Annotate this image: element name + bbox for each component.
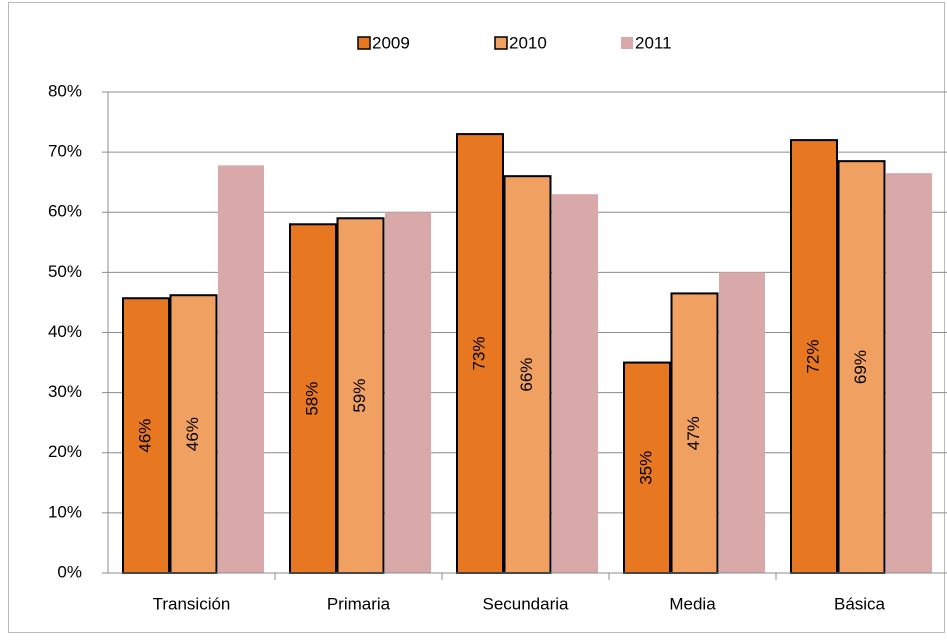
bar — [336, 217, 385, 574]
bar — [218, 165, 264, 574]
bar — [886, 173, 932, 573]
y-tick-label: 50% — [48, 262, 82, 281]
value-label: 58% — [302, 382, 321, 416]
x-tick-label: Básica — [834, 594, 886, 613]
value-label: 59% — [350, 379, 369, 413]
bar — [289, 223, 337, 574]
y-tick-label: 10% — [48, 502, 82, 521]
value-label: 73% — [469, 337, 488, 371]
y-tick-label: 20% — [48, 442, 82, 461]
y-tick-label: 80% — [48, 81, 82, 100]
bar — [552, 194, 598, 573]
bar — [503, 175, 552, 575]
legend-swatch — [621, 37, 633, 49]
value-label: 66% — [517, 358, 536, 392]
y-tick-label: 70% — [48, 142, 82, 161]
value-label: 46% — [183, 417, 202, 451]
y-tick-label: 60% — [48, 202, 82, 221]
bar — [719, 272, 765, 573]
x-tick-label: Transición — [153, 594, 231, 613]
legend-swatch — [494, 36, 508, 50]
legend-swatch — [357, 36, 371, 50]
legend-label: 2010 — [509, 33, 547, 52]
value-label: 72% — [803, 340, 822, 374]
x-tick-label: Secundaria — [482, 594, 569, 613]
value-label: 69% — [851, 350, 870, 384]
value-label: 35% — [636, 451, 655, 485]
legend-label: 2011 — [635, 33, 672, 52]
x-tick-label: Primaria — [327, 594, 391, 613]
y-tick-label: 40% — [48, 322, 82, 341]
legend-label: 2009 — [372, 33, 410, 52]
x-tick-label: Media — [669, 594, 716, 613]
bar — [385, 212, 431, 573]
bar — [790, 139, 838, 574]
bar — [670, 292, 719, 574]
bar — [623, 361, 671, 574]
bar — [837, 160, 886, 575]
y-tick-label: 0% — [57, 562, 82, 581]
value-label: 46% — [135, 419, 154, 453]
value-label: 47% — [684, 416, 703, 450]
y-tick-label: 30% — [48, 382, 82, 401]
bar — [122, 297, 170, 574]
bar — [169, 294, 218, 574]
